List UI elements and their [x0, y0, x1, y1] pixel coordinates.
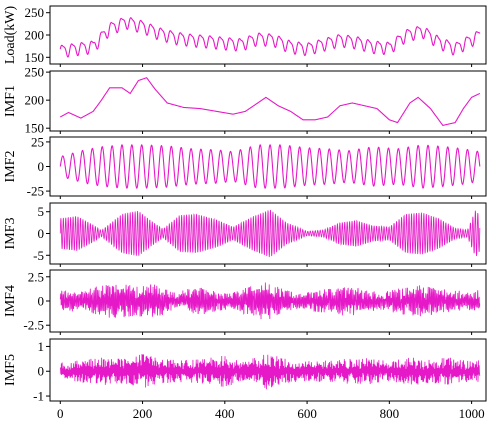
y-tick-label: 200: [25, 28, 45, 43]
y-tick-label: 25: [31, 134, 44, 149]
y-axis-label: IMF5: [3, 354, 18, 386]
y-tick-label: -1: [33, 389, 44, 404]
y-axis-label: Load(kW): [3, 6, 18, 65]
x-tick-label: 1000: [459, 406, 485, 421]
y-axis-label: IMF2: [3, 151, 18, 183]
y-tick-label: -2.5: [23, 318, 44, 333]
series-line: [59, 144, 481, 189]
y-tick-label: 250: [25, 65, 45, 80]
y-axis-label: IMF3: [3, 218, 18, 250]
panel-5: -2.5 0 2.5 IMF4: [3, 269, 487, 335]
y-tick-label: 150: [25, 50, 45, 65]
series-line: [59, 209, 481, 258]
y-tick-label: 150: [25, 121, 45, 136]
series-line: [60, 77, 481, 127]
series-line: [59, 354, 481, 390]
panel-2: 150 200 250 IMF1: [3, 65, 487, 136]
y-tick-label: 250: [25, 5, 45, 20]
y-axis-label: IMF4: [3, 285, 18, 317]
x-tick-label: 200: [133, 406, 153, 421]
y-tick-label: 0: [38, 226, 45, 241]
panel-1: 150 200 250 Load(kW): [3, 5, 487, 67]
panel-3: -25 0 25 IMF2: [3, 134, 487, 199]
y-tick-label: -5: [33, 248, 44, 263]
y-tick-label: -25: [27, 184, 44, 199]
x-tick-label: 600: [297, 406, 317, 421]
x-tick-label: 800: [380, 406, 400, 421]
y-tick-label: 5: [38, 204, 45, 219]
y-tick-label: 0: [38, 159, 45, 174]
y-tick-label: 1: [38, 339, 45, 354]
x-tick-label: 400: [215, 406, 235, 421]
panel-6: -1 0 1 IMF5: [3, 338, 487, 404]
y-tick-label: 0: [38, 294, 45, 309]
series-line: [59, 17, 481, 58]
y-tick-label: 200: [25, 93, 45, 108]
y-tick-label: 0: [38, 364, 45, 379]
panel-4: -5 0 5 IMF3: [3, 202, 487, 267]
panel-frame: [49, 70, 487, 132]
x-tick-label: 0: [57, 406, 64, 421]
series-line: [59, 282, 481, 320]
y-tick-label: 2.5: [28, 269, 44, 284]
y-axis-label: IMF1: [3, 85, 18, 117]
panel-frame: [49, 338, 487, 402]
